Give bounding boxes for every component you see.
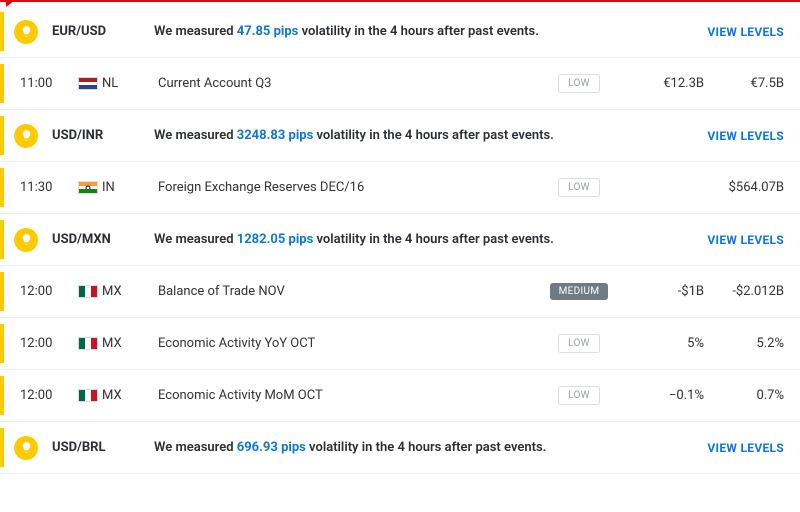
impact-col: LOW [534,386,624,405]
event-row[interactable]: 11:00 NLCurrent Account Q3 LOW €12.3B€7.5B [0,58,800,110]
accent-bar [0,168,4,207]
forecast-value: €12.3B [624,76,704,91]
impact-badge: LOW [558,74,600,93]
accent-bar [0,428,4,467]
flag-icon [74,77,102,90]
previous-value: 5.2% [704,336,784,351]
volatility-suffix: volatility in the 4 hours after past eve… [298,24,539,39]
event-name: Foreign Exchange Reserves DEC/16 [138,180,534,195]
previous-value: €7.5B [704,76,784,91]
country-code: NL [102,76,138,91]
forecast-value: -$1B [624,284,704,299]
event-name: Economic Activity MoM OCT [138,388,534,403]
impact-badge: LOW [558,334,600,353]
volatility-text: We measured 1282.05 pips volatility in t… [154,232,707,247]
volatility-prefix: We measured [154,128,237,143]
currency-pair-label: USD/BRL [52,440,154,455]
event-time: 11:00 [20,76,74,91]
impact-col: LOW [534,334,624,353]
view-levels-link[interactable]: VIEW LEVELS [707,25,784,39]
lightbulb-icon [14,228,38,252]
flag-icon [74,285,102,298]
accent-bar [0,376,4,415]
accent-bar [0,64,4,103]
event-row[interactable]: 11:30 INForeign Exchange Reserves DEC/16 L… [0,162,800,214]
event-time: 11:30 [20,180,74,195]
view-levels-link[interactable]: VIEW LEVELS [707,233,784,247]
event-time: 12:00 [20,388,74,403]
event-row[interactable]: 12:00 MXEconomic Activity YoY OCT LOW 5%5.2… [0,318,800,370]
pair-row[interactable]: USD/BRLWe measured 696.93 pips volatilit… [0,422,800,474]
pips-value: 696.93 pips [237,440,306,455]
volatility-suffix: volatility in the 4 hours after past eve… [313,232,554,247]
impact-badge: LOW [558,178,600,197]
currency-pair-label: USD/INR [52,128,154,143]
lightbulb-icon [14,20,38,44]
lightbulb-icon [14,436,38,460]
volatility-text: We measured 3248.83 pips volatility in t… [154,128,707,143]
accent-bar [0,12,4,51]
pips-value: 1282.05 pips [237,232,314,247]
event-time: 12:00 [20,284,74,299]
impact-badge: MEDIUM [550,283,609,300]
forecast-value: −0.1% [624,388,704,403]
volatility-prefix: We measured [154,232,237,247]
pair-row[interactable]: USD/MXNWe measured 1282.05 pips volatili… [0,214,800,266]
event-time: 12:00 [20,336,74,351]
economic-calendar: EUR/USDWe measured 47.85 pips volatility… [0,6,800,474]
event-row[interactable]: 12:00 MXBalance of Trade NOV MEDIUM -$1B-$2… [0,266,800,318]
country-code: MX [102,388,138,403]
country-code: MX [102,336,138,351]
country-code: MX [102,284,138,299]
flag-icon [74,389,102,402]
impact-col: LOW [534,74,624,93]
currency-pair-label: USD/MXN [52,232,154,247]
lightbulb-icon [14,124,38,148]
pips-value: 3248.83 pips [237,128,314,143]
accent-bar [0,272,4,311]
accent-bar [0,116,4,155]
event-name: Current Account Q3 [138,76,534,91]
event-name: Balance of Trade NOV [138,284,534,299]
event-name: Economic Activity YoY OCT [138,336,534,351]
volatility-text: We measured 47.85 pips volatility in the… [154,24,707,39]
previous-value: $564.07B [704,180,784,195]
volatility-text: We measured 696.93 pips volatility in th… [154,440,707,455]
impact-badge: LOW [558,386,600,405]
previous-value: 0.7% [704,388,784,403]
impact-col: LOW [534,178,624,197]
forecast-value: 5% [624,336,704,351]
accent-bar [0,220,4,259]
pair-row[interactable]: EUR/USDWe measured 47.85 pips volatility… [0,6,800,58]
country-code: IN [102,180,138,195]
impact-col: MEDIUM [534,283,624,300]
volatility-prefix: We measured [154,24,237,39]
pair-row[interactable]: USD/INRWe measured 3248.83 pips volatili… [0,110,800,162]
timeline-marker [0,0,800,2]
view-levels-link[interactable]: VIEW LEVELS [707,441,784,455]
pips-value: 47.85 pips [237,24,299,39]
previous-value: -$2.012B [704,284,784,299]
accent-bar [0,324,4,363]
volatility-suffix: volatility in the 4 hours after past eve… [306,440,547,455]
flag-icon [74,337,102,350]
volatility-prefix: We measured [154,440,237,455]
volatility-suffix: volatility in the 4 hours after past eve… [313,128,554,143]
currency-pair-label: EUR/USD [52,24,154,39]
view-levels-link[interactable]: VIEW LEVELS [707,129,784,143]
event-row[interactable]: 12:00 MXEconomic Activity MoM OCT LOW −0.1%… [0,370,800,422]
flag-icon [74,181,102,194]
